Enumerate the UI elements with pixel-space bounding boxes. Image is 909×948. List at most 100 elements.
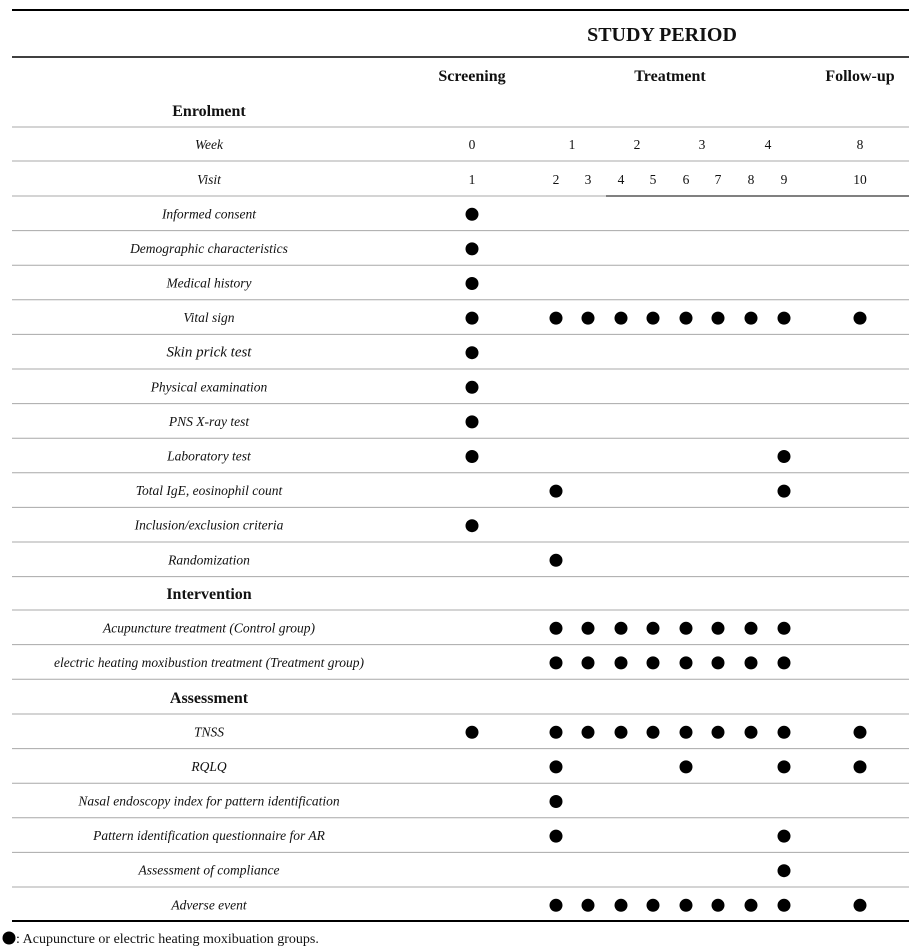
schedule-dot <box>549 553 563 567</box>
schedule-dot <box>777 898 791 912</box>
row-label: RQLQ <box>190 759 227 774</box>
schedule-dot <box>465 450 479 463</box>
table-row: PNS X-ray test <box>12 414 909 439</box>
row-label: Adverse event <box>170 897 248 912</box>
row-label: Nasal endoscopy index for pattern identi… <box>77 794 340 809</box>
schedule-dot <box>465 415 479 429</box>
week-value: 8 <box>857 137 864 152</box>
schedule-dot <box>679 656 693 670</box>
schedule-dot <box>646 898 660 912</box>
row-label: Skin prick test <box>167 345 253 361</box>
row-label: Total IgE, eosinophil count <box>136 483 284 498</box>
week-label: Week <box>195 137 224 152</box>
schedule-dot <box>581 725 595 739</box>
table-row: Assessment of compliance <box>12 863 909 888</box>
visit-value: 9 <box>781 172 788 187</box>
row-label: electric heating moxibustion treatment (… <box>54 655 365 670</box>
schedule-dot <box>646 725 660 739</box>
visit-value: 2 <box>553 172 560 187</box>
visit-value: 6 <box>683 172 690 187</box>
schedule-dot <box>465 207 479 221</box>
schedule-dot <box>711 725 725 739</box>
schedule-dot <box>679 311 693 325</box>
phase-follow-up: Follow-up <box>825 68 894 85</box>
section-assessment: Assessment <box>170 690 249 707</box>
section-enrolment: Enrolment <box>172 103 246 120</box>
schedule-dot <box>744 311 758 325</box>
row-label: Informed consent <box>161 206 257 221</box>
week-value: 2 <box>634 137 641 152</box>
schedule-dot <box>581 621 595 635</box>
schedule-dot <box>646 656 660 670</box>
schedule-dot <box>853 725 867 739</box>
schedule-dot <box>549 725 563 739</box>
row-label: TNSS <box>194 724 224 739</box>
schedule-dot <box>549 656 563 670</box>
schedule-dot <box>549 829 563 843</box>
visit-value: 5 <box>650 172 657 187</box>
section-intervention: Intervention <box>166 586 251 603</box>
schedule-dot <box>744 898 758 912</box>
row-label: Inclusion/exclusion criteria <box>134 518 284 533</box>
schedule-dot <box>853 760 867 774</box>
schedule-dot <box>465 242 479 256</box>
row-label: Laboratory test <box>166 449 252 464</box>
table-row: Randomization <box>12 552 909 578</box>
schedule-dot <box>711 621 725 635</box>
table-row: Skin prick test <box>12 345 909 370</box>
row-label: PNS X-ray test <box>168 414 250 429</box>
table-row: Medical history <box>12 276 909 301</box>
row-label: Acupuncture treatment (Control group) <box>102 620 316 635</box>
schedule-dot <box>465 277 479 290</box>
table-row: electric heating moxibustion treatment (… <box>12 655 909 680</box>
table-row: Adverse event <box>170 897 867 912</box>
table-row: Acupuncture treatment (Control group) <box>12 620 909 646</box>
table-row: Physical examination <box>12 379 909 405</box>
schedule-dot <box>465 346 479 360</box>
table-row: Demographic characteristics <box>12 241 909 266</box>
row-label: Assessment of compliance <box>138 863 280 878</box>
schedule-dot <box>465 311 479 325</box>
visit-value: 8 <box>748 172 755 187</box>
table-row: Vital sign <box>12 310 909 335</box>
visit-value: 10 <box>853 172 867 187</box>
row-label: Medical history <box>165 276 251 291</box>
schedule-dot <box>777 760 791 774</box>
schedule-dot <box>777 311 791 325</box>
row-label: Randomization <box>167 552 250 567</box>
schedule-dot <box>711 311 725 325</box>
assessment-rows: TNSS RQLQ Nasal endoscopy index for patter… <box>12 724 909 912</box>
visit-value: 7 <box>715 172 722 187</box>
visit-value: 4 <box>618 172 625 187</box>
schedule-dot <box>777 864 791 878</box>
schedule-dot <box>777 656 791 670</box>
schedule-dot <box>679 725 693 739</box>
intervention-rows: Acupuncture treatment (Control group) ele… <box>12 620 909 680</box>
schedule-dot <box>549 621 563 635</box>
schedule-dot <box>777 725 791 739</box>
week-value: 3 <box>699 137 706 152</box>
schedule-dot <box>581 656 595 670</box>
schedule-dot <box>646 311 660 325</box>
schedule-dot <box>744 725 758 739</box>
enrolment-rows: Informed consent Demographic characterist… <box>12 206 909 578</box>
schedule-dot <box>744 656 758 670</box>
schedule-dot <box>679 760 693 774</box>
visit-value: 1 <box>469 172 476 187</box>
table-row: Nasal endoscopy index for pattern identi… <box>12 794 909 819</box>
schedule-dot <box>581 898 595 912</box>
schedule-dot <box>465 519 479 533</box>
schedule-dot <box>465 725 479 739</box>
visit-values: 1 2 3 4 5 6 7 8 9 10 <box>469 172 867 187</box>
week-value: 4 <box>765 137 772 152</box>
schedule-dot <box>465 380 479 394</box>
phase-treatment: Treatment <box>634 68 706 85</box>
schedule-dot <box>549 760 563 774</box>
table-row: Inclusion/exclusion criteria <box>12 518 909 543</box>
row-label: Physical examination <box>150 379 268 394</box>
schedule-dot <box>614 656 628 670</box>
schedule-dot <box>549 795 563 808</box>
table-row: TNSS <box>12 724 909 750</box>
table-row: Total IgE, eosinophil count <box>12 483 909 508</box>
